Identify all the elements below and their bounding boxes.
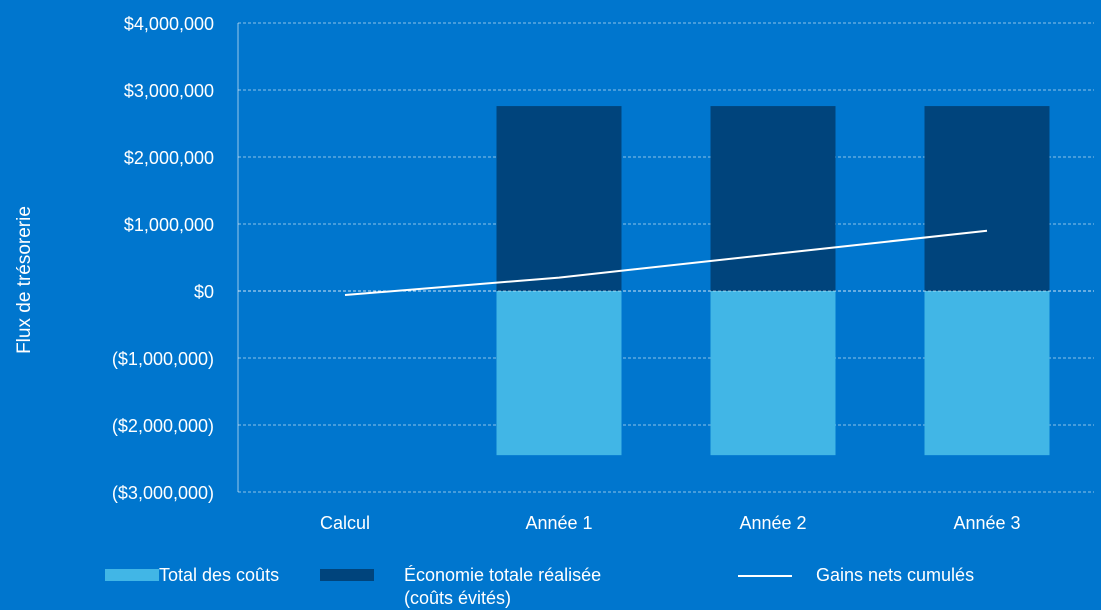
- y-tick-label: ($1,000,000): [112, 349, 214, 369]
- legend-label-total-savings: Économie totale réalisée (coûts évités): [404, 564, 601, 610]
- legend-label-total-savings-line2: (coûts évités): [404, 588, 512, 608]
- bar-total-savings: [496, 106, 622, 291]
- legend-swatch-total-savings: [320, 569, 374, 581]
- legend: Total des coûts Économie totale réalisée…: [0, 558, 1101, 610]
- bar-total-costs: [496, 291, 622, 456]
- bar-total-costs: [924, 291, 1050, 456]
- legend-swatch-total-costs: [105, 569, 159, 581]
- y-tick-label: $2,000,000: [124, 148, 214, 168]
- y-tick-label: $4,000,000: [124, 14, 214, 34]
- legend-label-total-savings-line1: Économie totale réalisée: [404, 565, 602, 585]
- y-axis-title: Flux de trésorerie: [14, 206, 35, 354]
- legend-item-net-gains: Gains nets cumulés: [738, 564, 974, 587]
- x-category-label: Année 2: [739, 513, 806, 533]
- bar-total-costs: [710, 291, 836, 456]
- bar-total-savings: [924, 106, 1050, 291]
- legend-item-total-costs: Total des coûts: [105, 564, 279, 587]
- y-tick-label: ($2,000,000): [112, 416, 214, 436]
- x-category-label: Calcul: [320, 513, 370, 533]
- bar-total-savings: [710, 106, 836, 291]
- legend-label-net-gains: Gains nets cumulés: [816, 565, 975, 585]
- line-net-gains: [344, 229, 988, 297]
- legend-item-total-savings: Économie totale réalisée (coûts évités): [320, 564, 601, 610]
- legend-label-total-costs: Total des coûts: [159, 565, 280, 585]
- x-category-label: Année 1: [525, 513, 592, 533]
- y-tick-label: $3,000,000: [124, 81, 214, 101]
- y-tick-label: $0: [194, 282, 214, 302]
- cash-flow-chart: $4,000,000 $3,000,000 $2,000,000 $1,000,000…: [14, 14, 1094, 533]
- x-category-label: Année 3: [953, 513, 1020, 533]
- legend-swatch-net-gains: [738, 575, 792, 577]
- y-tick-label: $1,000,000: [124, 215, 214, 235]
- y-tick-label: ($3,000,000): [112, 483, 214, 503]
